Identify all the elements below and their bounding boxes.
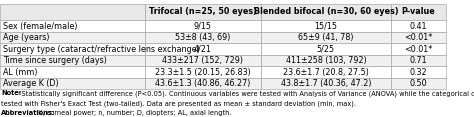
Bar [145,55,261,66]
Bar [391,55,446,66]
Text: <0.01*: <0.01* [404,45,432,54]
Text: 9/15: 9/15 [194,22,211,31]
Text: Surgery type (cataract/refractive lens exchange): Surgery type (cataract/refractive lens e… [3,45,200,54]
Bar [0,4,145,20]
Text: Average K (D): Average K (D) [3,79,59,88]
Bar [261,78,391,89]
Text: Time since surgery (days): Time since surgery (days) [3,56,107,65]
Text: 0.32: 0.32 [410,68,427,77]
Text: Blended bifocal (n=30, 60 eyes): Blended bifocal (n=30, 60 eyes) [254,7,398,16]
Bar [145,43,261,55]
Bar [0,55,145,66]
Bar [261,55,391,66]
Bar [0,43,145,55]
Bar [261,4,391,20]
Text: 53±8 (43, 69): 53±8 (43, 69) [175,33,230,42]
Text: 43.8±1.7 (40.36, 47.2): 43.8±1.7 (40.36, 47.2) [281,79,371,88]
Text: 43.6±1.3 (40.86, 46.27): 43.6±1.3 (40.86, 46.27) [155,79,250,88]
Bar [0,66,145,78]
Bar [261,43,391,55]
Text: Abbreviations:: Abbreviations: [1,110,55,116]
Text: Sex (female/male): Sex (female/male) [3,22,78,31]
Bar [391,66,446,78]
Text: Age (years): Age (years) [3,33,50,42]
Text: Trifocal (n=25, 50 eyes): Trifocal (n=25, 50 eyes) [149,7,256,16]
Text: tested with Fisher's Exact Test (two-tailed). Data are presented as mean ± stand: tested with Fisher's Exact Test (two-tai… [1,100,356,107]
Bar [0,20,145,32]
Bar [261,20,391,32]
Text: 15/15: 15/15 [314,22,337,31]
Bar [0,32,145,43]
Bar [145,32,261,43]
Text: AL (mm): AL (mm) [3,68,38,77]
Text: 0.50: 0.50 [410,79,427,88]
Text: 23.6±1.7 (20.8, 27.5): 23.6±1.7 (20.8, 27.5) [283,68,369,77]
Bar [0,78,145,89]
Bar [391,20,446,32]
Text: Note:: Note: [1,90,21,96]
Text: K, corneal power; n, number; D, diopters; AL, axial length.: K, corneal power; n, number; D, diopters… [36,110,232,116]
Bar [145,4,261,20]
Text: 23.3±1.5 (20.15, 26.83): 23.3±1.5 (20.15, 26.83) [155,68,251,77]
Bar [391,4,446,20]
Text: 0.41: 0.41 [410,22,427,31]
Bar [391,78,446,89]
Bar [145,78,261,89]
Text: P-value: P-value [401,7,435,16]
Text: <0.01*: <0.01* [404,33,432,42]
Bar [391,32,446,43]
Bar [391,43,446,55]
Text: 65±9 (41, 78): 65±9 (41, 78) [298,33,354,42]
Text: 4/21: 4/21 [194,45,211,54]
Text: 5/25: 5/25 [317,45,335,54]
Bar [145,66,261,78]
Bar [145,20,261,32]
Text: 0.71: 0.71 [410,56,427,65]
Bar [261,66,391,78]
Text: 433±217 (152, 729): 433±217 (152, 729) [162,56,243,65]
Text: 411±258 (103, 792): 411±258 (103, 792) [285,56,366,65]
Bar [261,32,391,43]
Text: *Statistically significant difference (P<0.05). Continuous variables were tested: *Statistically significant difference (P… [16,90,474,97]
